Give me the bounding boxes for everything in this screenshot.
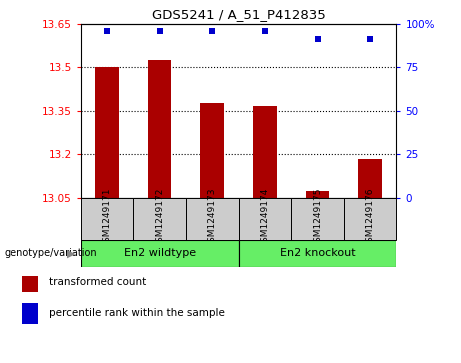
Bar [253,106,277,198]
Title: GDS5241 / A_51_P412835: GDS5241 / A_51_P412835 [152,8,325,21]
Point [314,36,321,42]
Bar [81,198,133,240]
Bar [148,60,171,198]
Text: GSM1249172: GSM1249172 [155,188,164,248]
Bar [291,198,344,240]
Text: GSM1249171: GSM1249171 [102,188,112,248]
Text: GSM1249175: GSM1249175 [313,188,322,248]
Point [208,28,216,33]
Text: ▶: ▶ [67,248,75,258]
Bar [358,159,382,198]
Point [156,28,163,33]
Text: genotype/variation: genotype/variation [5,248,97,258]
Text: transformed count: transformed count [48,277,146,287]
Bar [344,198,396,240]
Point [103,28,111,33]
Bar [239,240,396,267]
Bar [95,67,119,198]
Point [261,28,269,33]
Text: En2 wildtype: En2 wildtype [124,248,195,258]
Bar [81,240,239,267]
Bar [22,303,38,323]
Text: GSM1249173: GSM1249173 [208,188,217,248]
Text: En2 knockout: En2 knockout [280,248,355,258]
Bar [22,272,38,292]
Bar [133,198,186,240]
Bar [201,103,224,198]
Bar [306,191,329,198]
Text: GSM1249174: GSM1249174 [260,188,269,248]
Point [366,36,374,42]
Bar [239,198,291,240]
Text: GSM1249176: GSM1249176 [366,188,375,248]
Bar [186,198,239,240]
Text: percentile rank within the sample: percentile rank within the sample [48,308,225,318]
